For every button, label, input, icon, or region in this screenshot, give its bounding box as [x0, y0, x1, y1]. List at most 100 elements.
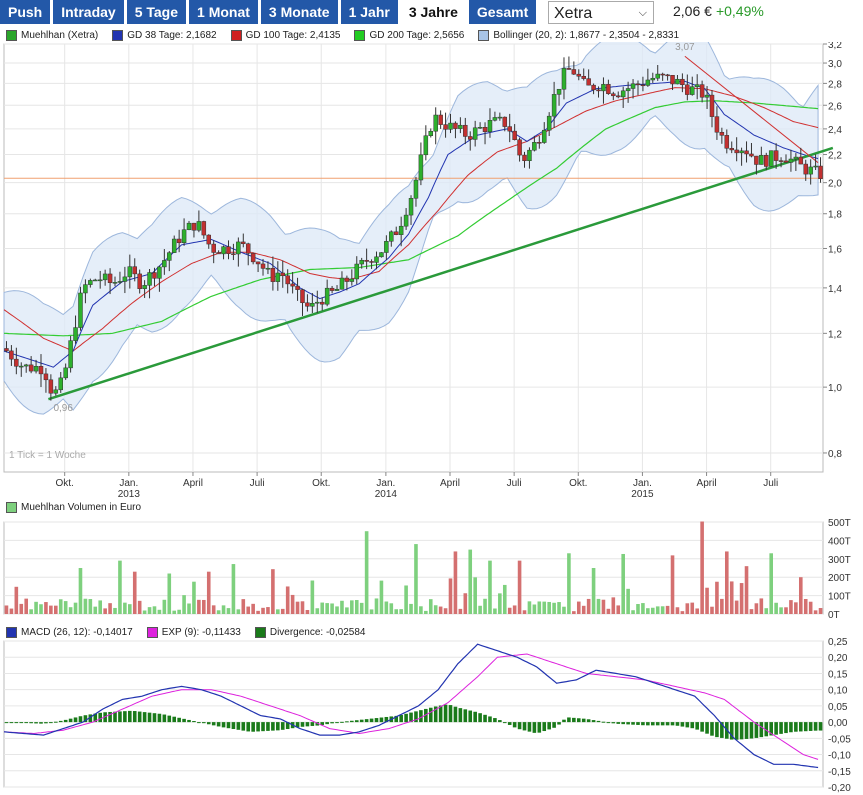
divergence-bar: [54, 721, 58, 723]
candle-body: [813, 165, 818, 168]
candle-body: [734, 149, 739, 154]
candle-body: [329, 287, 335, 291]
divergence-bar: [414, 711, 418, 723]
divergence-bar: [646, 722, 650, 726]
y-tick-label: -0,20: [828, 783, 851, 794]
candle-body: [670, 75, 675, 85]
volume-bar: [350, 600, 354, 614]
candle-body: [122, 276, 128, 282]
tab-5-tage[interactable]: 5 Tage: [126, 0, 187, 24]
divergence-bar: [507, 722, 512, 725]
volume-bar: [433, 605, 438, 614]
candle-body: [162, 260, 167, 268]
exchange-select[interactable]: Xetra ⌵: [548, 1, 654, 24]
volume-bar: [364, 531, 369, 614]
candle-body: [78, 292, 83, 328]
candle-body: [265, 267, 271, 270]
candle-body: [788, 158, 794, 163]
volume-bar: [162, 599, 167, 614]
legend-entry: GD 38 Tage: 2,1682: [112, 30, 217, 41]
candle-body: [339, 277, 345, 290]
volume-bar: [774, 602, 778, 614]
volume-bar: [177, 609, 181, 614]
candle-body: [783, 160, 789, 163]
volume-bar: [197, 599, 201, 614]
candle-body: [739, 150, 744, 154]
candle-body: [19, 365, 24, 368]
volume-bar: [532, 604, 537, 614]
candle-body: [58, 377, 63, 391]
divergence-bar: [759, 722, 764, 738]
volume-bar: [764, 608, 769, 614]
volume-bar: [690, 602, 695, 614]
divergence-bar: [803, 722, 808, 732]
volume-bar: [705, 587, 709, 614]
candle-body: [778, 160, 784, 162]
candle-body: [216, 252, 221, 255]
divergence-bar: [754, 722, 759, 738]
volume-bar: [428, 599, 433, 614]
tab-1-jahr[interactable]: 1 Jahr: [340, 0, 398, 24]
volume-bar: [280, 608, 285, 614]
candle-body: [369, 261, 374, 263]
y-tick-label: 0T: [828, 610, 840, 621]
y-tick-label: 0,25: [828, 637, 848, 648]
candle-body: [571, 69, 577, 75]
volume-bar: [399, 609, 403, 614]
candle-body: [9, 350, 14, 360]
volume-chart-legend: Muehlhan Volumen in Euro: [6, 502, 141, 513]
volume-bar: [266, 607, 270, 614]
y-tick-label: 0,8: [828, 449, 842, 460]
tab-3-jahre[interactable]: 3 Jahre: [400, 0, 466, 24]
candle-body: [601, 84, 606, 92]
volume-bar: [650, 607, 655, 614]
candle-body: [798, 156, 804, 165]
candle-body: [551, 94, 557, 117]
volume-bar: [49, 605, 53, 614]
tab-push[interactable]: Push: [0, 0, 51, 24]
divergence-bar: [187, 719, 191, 723]
volume-bar: [276, 609, 280, 614]
volume-bar: [295, 601, 300, 614]
divergence-bar: [399, 715, 403, 723]
trendline-support: [48, 146, 834, 401]
tab-1-monat[interactable]: 1 Monat: [189, 0, 258, 24]
volume-bar: [251, 603, 255, 614]
x-tick-label: Okt.: [312, 478, 330, 489]
volume-chart: 500T 400T 300T 200T 100T 0T: [3, 518, 851, 621]
divergence-bar: [650, 722, 655, 726]
legend-label: Bollinger (20, 2): 1,8677 - 2,3504 - 2,8…: [493, 30, 680, 41]
legend-entry: GD 200 Tage: 2,5656: [354, 30, 464, 41]
divergence-bar: [680, 722, 685, 727]
tab-gesamt[interactable]: Gesamt: [468, 0, 537, 24]
volume-bar: [354, 600, 359, 614]
divergence-bar: [636, 722, 640, 725]
volume-bar: [39, 604, 43, 614]
candle-body: [586, 78, 591, 86]
volume-bar: [621, 553, 625, 614]
tab-intraday[interactable]: Intraday: [53, 0, 124, 24]
volume-bar: [759, 598, 764, 614]
volume-bar: [586, 598, 591, 614]
divergence-bar: [14, 722, 19, 724]
volume-bar: [167, 573, 172, 614]
candle-body: [749, 153, 754, 157]
candle-body: [463, 124, 468, 137]
tab-3-monate[interactable]: 3 Monate: [260, 0, 338, 24]
legend-entry: Muehlhan Volumen in Euro: [6, 502, 141, 513]
divergence-bar: [557, 722, 561, 725]
volume-bar: [19, 603, 24, 614]
volume-bar: [88, 599, 93, 614]
candle-body: [112, 282, 118, 284]
candle-body: [611, 93, 616, 97]
volume-bar: [4, 605, 9, 614]
divergence-bar: [576, 718, 581, 723]
divergence-bar: [749, 722, 754, 739]
volume-bar: [794, 602, 798, 614]
volume-bar: [226, 608, 231, 614]
divergence-bar: [591, 720, 596, 723]
candle-body: [275, 272, 281, 282]
volume-bar: [636, 604, 640, 614]
legend-label: EXP (9): -0,11433: [161, 627, 241, 638]
candle-body: [398, 225, 404, 235]
